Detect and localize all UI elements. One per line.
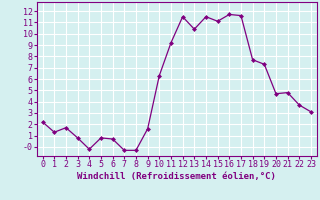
X-axis label: Windchill (Refroidissement éolien,°C): Windchill (Refroidissement éolien,°C)	[77, 172, 276, 181]
